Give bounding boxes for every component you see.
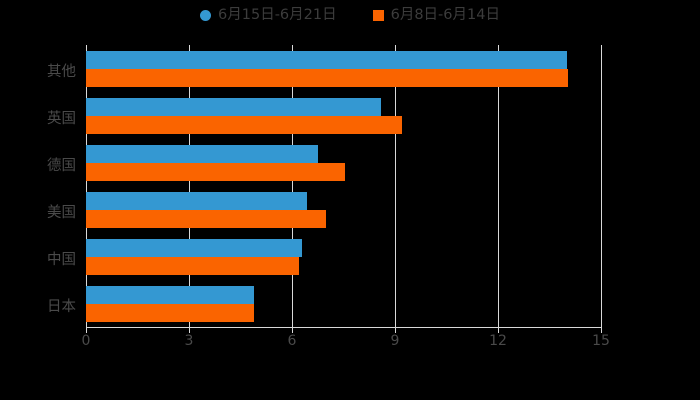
bar[interactable]	[86, 256, 299, 275]
gridline	[292, 45, 293, 327]
bar[interactable]	[86, 209, 327, 228]
x-axis-tick-label: 0	[81, 333, 91, 349]
legend-item-series-1[interactable]: 6月15日-6月21日	[200, 8, 337, 23]
y-axis-category-label: 美国	[47, 204, 76, 221]
y-axis-category-label: 中国	[47, 251, 76, 268]
x-axis-tick-mark	[498, 328, 499, 333]
x-axis-tick-mark	[395, 328, 396, 333]
x-axis-tick-label: 6	[287, 333, 297, 349]
bar[interactable]	[86, 144, 318, 163]
bar[interactable]	[86, 162, 346, 181]
bar[interactable]	[86, 285, 255, 304]
y-axis-category-label: 德国	[47, 157, 76, 174]
legend-label-series-1: 6月15日-6月21日	[218, 6, 337, 23]
bar[interactable]	[86, 97, 382, 116]
chart-x-axis-line	[86, 327, 602, 328]
gridline	[86, 45, 87, 327]
x-axis-tick-mark	[86, 328, 87, 333]
legend-label-series-2: 6月8日-6月14日	[390, 6, 500, 23]
gridline	[601, 45, 602, 327]
y-axis-category-label: 日本	[47, 298, 76, 315]
legend-marker-circle-icon	[200, 9, 212, 21]
bar[interactable]	[86, 238, 303, 257]
gridline	[498, 45, 499, 327]
bar[interactable]	[86, 115, 402, 134]
y-axis-category-label: 其他	[47, 63, 76, 80]
x-axis-tick-label: 12	[489, 333, 507, 349]
legend-marker-square-icon	[372, 9, 384, 21]
x-axis-tick-mark	[601, 328, 602, 333]
bar[interactable]	[86, 191, 308, 210]
x-axis-tick-mark	[189, 328, 190, 333]
x-axis-tick-mark	[292, 328, 293, 333]
bar[interactable]	[86, 303, 255, 322]
gridline	[189, 45, 190, 327]
chart-legend: 6月15日-6月21日 6月8日-6月14日	[0, 4, 700, 26]
bar[interactable]	[86, 50, 567, 69]
legend-item-series-2[interactable]: 6月8日-6月14日	[372, 6, 500, 23]
gridline	[395, 45, 396, 327]
chart-plot-area	[86, 45, 601, 327]
bar[interactable]	[86, 68, 569, 87]
x-axis-tick-label: 15	[592, 333, 610, 349]
x-axis-tick-label: 9	[390, 333, 400, 349]
y-axis-category-label: 英国	[47, 110, 76, 127]
x-axis-tick-label: 3	[184, 333, 194, 349]
